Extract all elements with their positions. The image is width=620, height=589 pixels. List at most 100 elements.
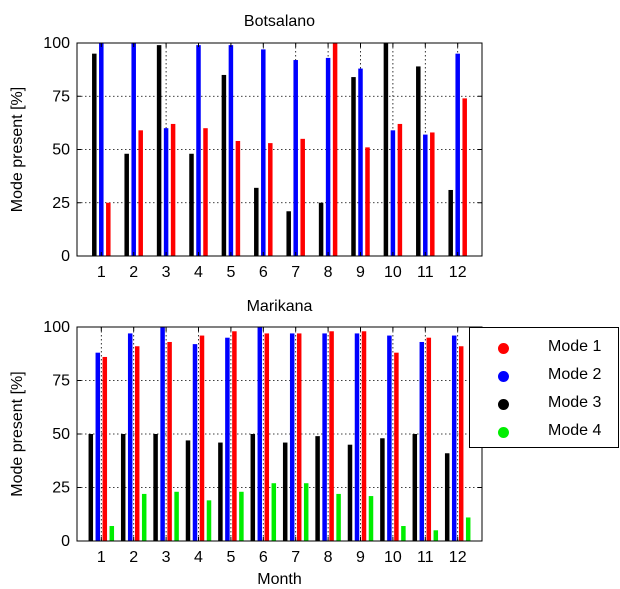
x-tick-label: 6 <box>259 549 268 566</box>
x-tick-label: 5 <box>226 549 235 566</box>
x-tick-label: 11 <box>417 264 434 281</box>
bar-mode-4-month-9 <box>368 496 374 541</box>
bar-mode-1-month-1 <box>102 356 108 541</box>
bar-mode-2-month-4 <box>192 344 198 541</box>
bar-mode-2-month-10 <box>387 335 392 541</box>
bar-mode-2-month-9 <box>354 333 360 541</box>
bar-mode-3-month-3 <box>156 45 162 256</box>
bar-mode-3-month-12 <box>444 453 450 541</box>
bar-mode-1-month-5 <box>232 331 237 541</box>
bar-mode-4-month-3 <box>174 491 179 541</box>
x-tick-label: 10 <box>384 549 402 566</box>
bar-mode-3-month-8 <box>318 202 324 256</box>
legend: Mode 1 Mode 2 Mode 3 Mode 4 <box>469 327 619 448</box>
x-tick-label: 7 <box>291 264 300 281</box>
x-tick-label: 3 <box>162 549 171 566</box>
x-axis-label: Month <box>257 571 301 588</box>
x-tick-label: 10 <box>384 264 402 281</box>
bar-mode-1-month-11 <box>430 132 435 256</box>
x-tick-label: 8 <box>324 549 333 566</box>
bar-mode-4-month-1 <box>109 526 115 541</box>
legend-entry-mode-1: Mode 1 <box>470 336 620 360</box>
y-tick-label: 0 <box>61 248 70 265</box>
x-tick-label: 11 <box>417 549 434 566</box>
bar-mode-2-month-6 <box>257 327 263 541</box>
bar-mode-4-month-11 <box>433 530 439 541</box>
bar-mode-2-month-4 <box>196 45 201 256</box>
bar-mode-3-month-10 <box>380 438 385 541</box>
bar-mode-1-month-7 <box>296 333 302 541</box>
x-tick-label: 3 <box>162 264 171 281</box>
y-tick-label: 100 <box>43 319 70 336</box>
bar-mode-1-month-8 <box>332 43 338 256</box>
bar-mode-3-month-1 <box>92 53 97 257</box>
bar-mode-1-month-4 <box>199 335 205 541</box>
y-tick-label: 25 <box>52 195 70 212</box>
legend-entry-mode-4: Mode 4 <box>470 420 620 444</box>
bar-mode-3-month-2 <box>124 153 129 256</box>
bar-mode-2-month-6 <box>261 49 266 256</box>
bar-mode-3-month-1 <box>88 434 94 541</box>
y-tick-label: 0 <box>61 533 70 550</box>
y-tick-label: 50 <box>52 426 70 443</box>
legend-marker-mode-4 <box>498 427 509 438</box>
bar-mode-1-month-11 <box>426 337 432 541</box>
y-axis-label: Mode present [%] <box>9 371 26 496</box>
x-tick-label: 12 <box>449 549 467 566</box>
bar-mode-3-month-5 <box>221 74 227 256</box>
bar-mode-2-month-2 <box>131 43 136 256</box>
legend-entry-mode-2: Mode 2 <box>470 364 620 388</box>
bar-mode-1-month-4 <box>203 128 208 256</box>
bar-mode-2-month-8 <box>322 333 327 541</box>
bar-mode-2-month-8 <box>325 57 331 256</box>
bar-mode-1-month-8 <box>329 331 334 541</box>
bar-mode-4-month-8 <box>336 493 341 541</box>
bar-mode-3-month-10 <box>383 43 389 256</box>
bar-mode-4-month-12 <box>465 517 471 541</box>
x-tick-label: 5 <box>226 264 235 281</box>
bar-mode-1-month-12 <box>458 346 464 541</box>
bar-mode-3-month-3 <box>153 434 158 541</box>
y-tick-label: 75 <box>52 88 70 105</box>
bar-mode-4-month-2 <box>141 493 147 541</box>
legend-marker-mode-2 <box>498 371 509 382</box>
bar-mode-1-month-7 <box>300 138 305 256</box>
x-tick-label: 2 <box>129 549 138 566</box>
legend-marker-mode-3 <box>498 399 509 410</box>
bar-mode-4-month-6 <box>271 483 277 541</box>
bar-mode-1-month-2 <box>134 346 140 541</box>
x-tick-label: 9 <box>356 264 365 281</box>
legend-label-mode-2: Mode 2 <box>548 366 602 383</box>
x-tick-label: 8 <box>324 264 333 281</box>
y-tick-label: 50 <box>52 142 70 159</box>
bar-mode-2-month-3 <box>163 128 169 256</box>
legend-label-mode-4: Mode 4 <box>548 422 602 439</box>
bar-mode-3-month-12 <box>448 189 453 256</box>
bar-mode-2-month-12 <box>455 53 460 257</box>
x-tick-label: 4 <box>194 549 203 566</box>
bar-mode-1-month-3 <box>170 123 176 256</box>
bar-mode-2-month-1 <box>95 352 101 541</box>
bar-mode-2-month-7 <box>289 333 295 541</box>
bar-mode-2-month-9 <box>358 68 363 256</box>
x-tick-label: 12 <box>449 264 467 281</box>
x-tick-label: 7 <box>291 549 300 566</box>
y-tick-label: 100 <box>43 35 70 52</box>
y-tick-label: 75 <box>52 373 70 390</box>
bar-mode-4-month-10 <box>401 526 406 541</box>
bar-mode-3-month-2 <box>120 434 126 541</box>
bar-mode-3-month-8 <box>315 436 320 541</box>
bar-mode-2-month-1 <box>99 43 104 256</box>
bar-mode-3-month-6 <box>254 187 259 256</box>
bar-mode-2-month-11 <box>423 134 428 256</box>
bar-mode-3-month-4 <box>185 440 191 541</box>
chart-title: Botsalano <box>244 13 315 30</box>
bar-mode-2-month-10 <box>390 130 396 256</box>
bar-mode-1-month-9 <box>361 331 367 541</box>
bar-mode-3-month-6 <box>250 434 256 541</box>
legend-label-mode-1: Mode 1 <box>548 338 602 355</box>
bar-mode-1-month-10 <box>397 123 403 256</box>
